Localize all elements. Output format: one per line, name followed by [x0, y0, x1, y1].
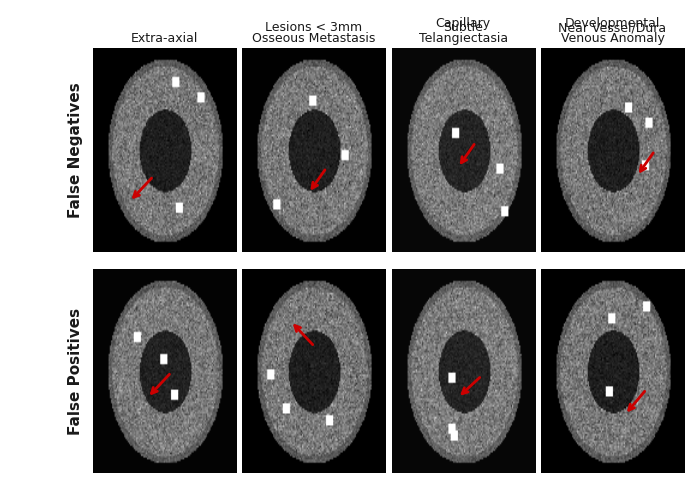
- Text: Near Vessel/Dura: Near Vessel/Dura: [559, 21, 666, 34]
- Text: False Negatives: False Negatives: [68, 82, 83, 218]
- Text: Osseous Metastasis: Osseous Metastasis: [253, 33, 375, 45]
- Text: False Positives: False Positives: [68, 308, 83, 435]
- Text: Subtle: Subtle: [443, 21, 483, 34]
- Text: Capillary
Telangiectasia: Capillary Telangiectasia: [418, 18, 508, 45]
- Text: Lesions < 3mm: Lesions < 3mm: [266, 21, 362, 34]
- Text: Developmental
Venous Anomaly: Developmental Venous Anomaly: [561, 18, 664, 45]
- Text: Extra-axial: Extra-axial: [131, 33, 198, 45]
